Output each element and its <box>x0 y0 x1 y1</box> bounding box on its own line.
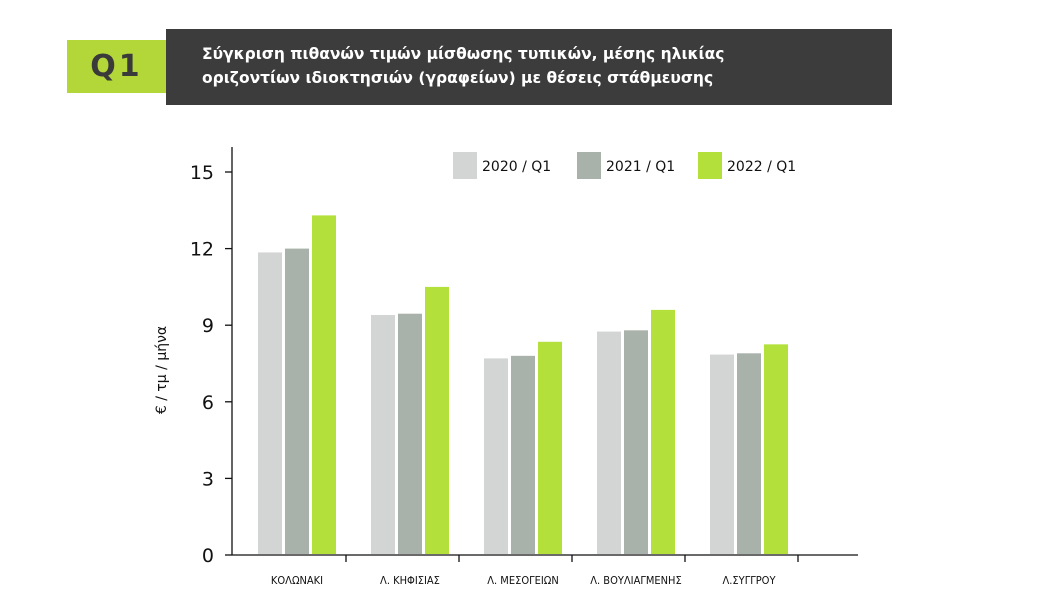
x-tick-label: Λ. ΒΟΥΛΙΑΓΜΕΝΗΣ <box>590 574 682 587</box>
bar <box>312 215 336 554</box>
bar <box>710 354 734 554</box>
bar <box>737 353 761 554</box>
bar <box>371 314 395 554</box>
legend-label: 2021 / Q1 <box>606 159 675 175</box>
bar <box>624 330 648 554</box>
y-axis-label: € / τμ / μήνα <box>154 326 170 414</box>
x-tick-label: ΚΟΛΩΝΑΚΙ <box>271 574 323 587</box>
x-tick-label: Λ. ΚΗΦΙΣΙΑΣ <box>380 574 440 587</box>
x-tick-label: Λ.ΣΥΓΓΡΟΥ <box>722 574 776 587</box>
chart-title-line-1: Σύγκριση πιθανών τιμών μίσθωσης τυπικών,… <box>202 45 725 63</box>
badge-label: Q1 <box>90 49 143 84</box>
y-tick-label: 9 <box>202 315 214 337</box>
chart-bars <box>258 215 788 554</box>
bar <box>764 344 788 554</box>
chart-legend: 2020 / Q1 2021 / Q1 2022 / Q1 <box>453 152 796 179</box>
bar <box>651 309 675 554</box>
bar <box>285 248 309 554</box>
legend-swatch <box>577 152 601 179</box>
bar <box>538 341 562 554</box>
bar <box>258 252 282 554</box>
bar <box>597 331 621 554</box>
chart-title-line-2: οριζοντίων ιδιοκτησιών (γραφείων) με θέσ… <box>202 69 714 87</box>
legend-label: 2022 / Q1 <box>727 159 796 175</box>
bar <box>425 286 449 554</box>
bar <box>511 355 535 554</box>
y-tick-label: 6 <box>202 392 214 414</box>
y-tick-label: 12 <box>190 239 214 261</box>
bar <box>398 313 422 554</box>
bar <box>484 358 508 554</box>
legend-swatch <box>453 152 477 179</box>
chart-axes: 0 3 6 9 12 15 ΚΟΛΩΝΑΚΙ Λ. ΚΗΦΙΣΙΑΣ Λ. ΜΕΣΟΓΕΙΩΝ Λ… <box>190 147 858 587</box>
quarter-badge: Q1 <box>67 40 166 93</box>
y-tick-label: 0 <box>202 545 214 567</box>
legend-swatch <box>698 152 722 179</box>
x-tick-label: Λ. ΜΕΣΟΓΕΙΩΝ <box>487 574 559 587</box>
y-tick-label: 3 <box>202 468 214 490</box>
y-tick-label: 15 <box>190 162 214 184</box>
legend-label: 2020 / Q1 <box>482 159 551 175</box>
title-bar: Σύγκριση πιθανών τιμών μίσθωσης τυπικών,… <box>166 29 892 105</box>
